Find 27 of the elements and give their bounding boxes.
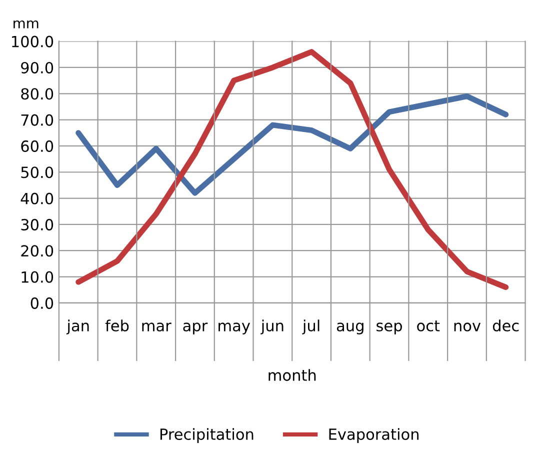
x-tick-label: jun [260, 320, 284, 334]
x-tick-label: oct [417, 320, 440, 332]
x-tick-label: dec [492, 320, 519, 332]
legend-label: Precipitation [160, 428, 254, 443]
y-tick-label: 90.0 [21, 62, 54, 74]
y-tick-label: 0.0 [30, 297, 54, 309]
y-tick-label: 50.0 [21, 166, 54, 178]
y-axis-title: mm [14, 20, 38, 28]
y-tick-label: 10.0 [22, 271, 54, 283]
y-tick-label: 100.0 [12, 36, 54, 48]
x-tick-label: may [218, 322, 250, 334]
x-axis-title: month [268, 369, 316, 381]
y-tick-label: 80.0 [21, 88, 54, 100]
y-tick-label: 20.0 [21, 245, 54, 257]
y-tick-label: 70.0 [21, 114, 54, 126]
y-tick-label: 60.0 [21, 140, 54, 152]
legend-label: Evaporation [329, 428, 419, 443]
x-tick-label: feb [105, 320, 129, 332]
x-tick-label: nov [454, 322, 481, 332]
x-tick-label: mar [142, 322, 172, 332]
y-tick-label: 30.0 [21, 218, 54, 230]
x-tick-label: sep [376, 322, 402, 334]
y-tick-label: 40.0 [20, 192, 54, 204]
x-tick-label: aug [336, 322, 364, 334]
x-tick-label: jul [302, 320, 320, 334]
x-tick-label: jan [66, 320, 89, 334]
x-tick-label: apr [183, 322, 208, 334]
